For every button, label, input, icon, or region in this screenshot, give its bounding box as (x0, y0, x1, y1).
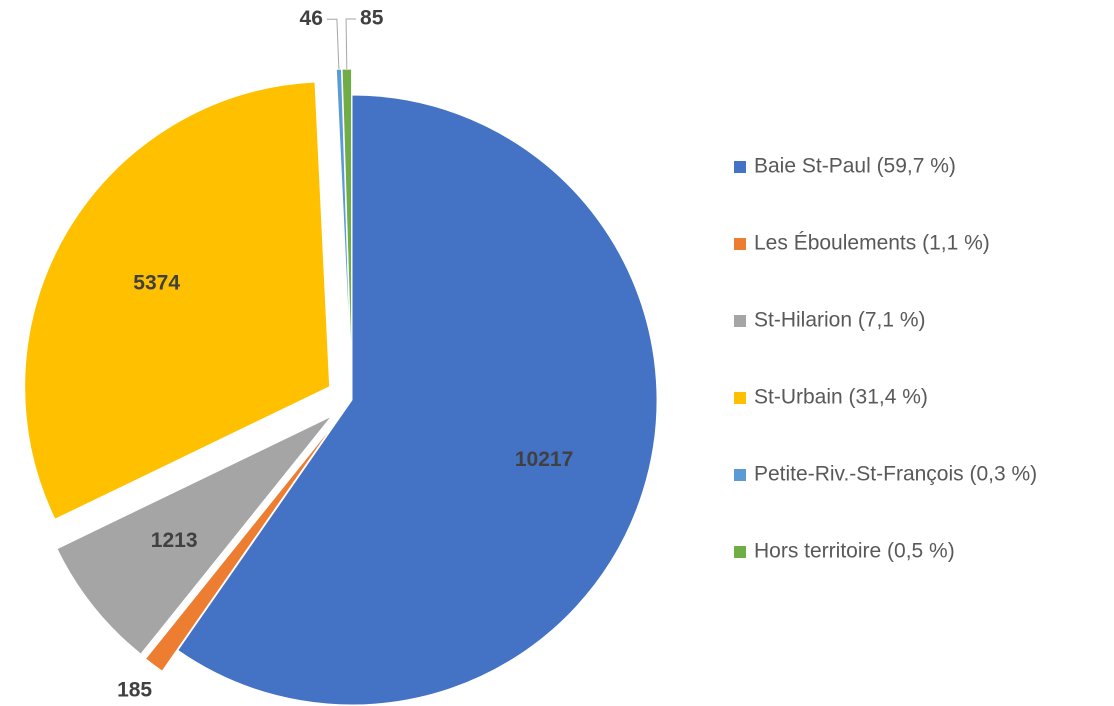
legend-swatch (734, 546, 746, 558)
legend-label: Les Éboulements (1,1 %) (754, 232, 990, 255)
leader-line (345, 18, 357, 70)
legend-label: St-Hilarion (7,1 %) (754, 309, 926, 332)
legend-swatch (734, 315, 746, 327)
legend-swatch (734, 161, 746, 173)
data-label: 10217 (515, 448, 573, 471)
legend-label: Hors territoire (0,5 %) (754, 540, 955, 563)
legend-swatch (734, 238, 746, 250)
legend-swatch (734, 469, 746, 481)
legend-label: Petite-Riv.-St-François (0,3 %) (754, 463, 1037, 486)
leader-line (326, 18, 340, 70)
legend-swatch (734, 392, 746, 404)
legend-label: Baie St-Paul (59,7 %) (754, 155, 956, 178)
data-label: 5374 (133, 271, 180, 294)
data-label: 85 (360, 7, 384, 30)
pie-slice (177, 94, 658, 706)
pie-slice (144, 420, 337, 672)
data-label: 1213 (151, 529, 198, 552)
data-label: 185 (117, 678, 152, 701)
legend-label: St-Urbain (31,4 %) (754, 386, 928, 409)
pie-slice (56, 415, 333, 655)
data-label: 46 (300, 7, 323, 30)
pie-slice (335, 68, 352, 375)
pie-slice (24, 81, 331, 520)
pie-slice (341, 68, 353, 375)
